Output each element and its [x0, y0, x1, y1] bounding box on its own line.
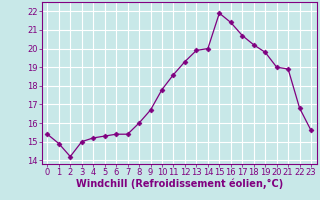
X-axis label: Windchill (Refroidissement éolien,°C): Windchill (Refroidissement éolien,°C): [76, 179, 283, 189]
